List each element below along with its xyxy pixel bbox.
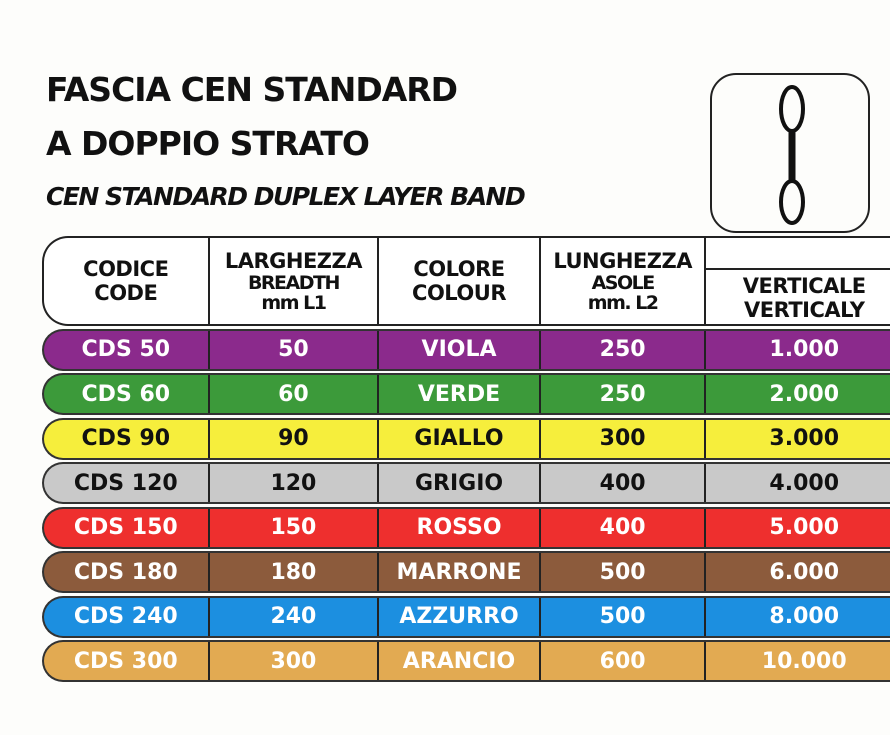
cell-code: CDS 50 [44,330,210,369]
cell-colour: MARRONE [379,553,541,591]
cell-length: 300 [541,419,707,458]
table-header: CODICE CODE LARGHEZZA BREADTH mm L1 COLORE COL… [42,236,890,326]
cell-breadth: 180 [210,553,380,591]
cell-vertical: 8.000 [769,604,840,629]
cell-breadth: 300 [210,642,380,680]
header-label: COLORE [413,257,505,281]
cell-vertical: 1.000 [769,337,840,362]
cell-code: CDS 90 [44,419,210,458]
cell-vertical: 2.000 [769,381,840,407]
cell-vertical: 3.000 [769,426,840,451]
cell-breadth: 60 [210,375,380,413]
header-label: LARGHEZZA [224,249,363,273]
table-row: CDS 150 150 ROSSO 400 5.000 [42,506,890,549]
cell-length: 250 [541,330,707,369]
cell-code: CDS 180 [44,553,210,591]
cell-code: CDS 240 [44,597,210,636]
cell-vertical: 10.000 [761,648,847,674]
header-label: COLOUR [412,281,507,305]
cell-colour: AZZURRO [379,597,541,636]
cell-vertical: 6.000 [769,559,840,585]
cell-length: 600 [541,642,707,680]
duplex-sling-with-eyes-icon [710,73,870,233]
cell-colour: ARANCIO [379,642,541,680]
table-row: CDS 60 60 VERDE 250 2.000 [42,373,890,415]
title-line-2: A DOPPIO STRATO [46,124,370,163]
header-label: CODE [94,281,158,305]
header-label: BREADTH [247,272,340,294]
header-length: LUNGHEZZA ASOLE mm. L2 [541,238,707,324]
header-unit: mm L1 [261,292,327,314]
specs-table: CODICE CODE LARGHEZZA BREADTH mm L1 COLORE COL… [42,236,890,682]
cell-code: CDS 300 [44,642,210,680]
header-label: LUNGHEZZA [553,249,692,273]
cell-breadth: 240 [210,597,380,636]
cell-colour: GIALLO [379,419,541,458]
subtitle: CEN STANDARD DUPLEX LAYER BAND [46,182,526,211]
table-row: CDS 90 90 GIALLO 300 3.000 [42,417,890,460]
cell-length: 500 [541,553,707,591]
cell-length: 400 [541,508,707,547]
cell-vertical: 4.000 [769,470,840,496]
header-label: CODICE [83,257,169,281]
table-row: CDS 180 180 MARRONE 500 6.000 [42,551,890,593]
cell-colour: GRIGIO [379,464,541,502]
header-label: VERTICALE [742,274,866,298]
table-row: CDS 240 240 AZZURRO 500 8.000 [42,595,890,638]
cell-length: 400 [541,464,707,502]
cell-colour: ROSSO [379,508,541,547]
cell-breadth: 50 [210,330,380,369]
cell-colour: VERDE [379,375,541,413]
header-colour: COLORE COLOUR [379,238,541,324]
cell-code: CDS 120 [44,464,210,502]
title-line-1: FASCIA CEN STANDARD [46,70,458,109]
table-row: CDS 50 50 VIOLA 250 1.000 [42,328,890,371]
cell-breadth: 120 [210,464,380,502]
table-row: CDS 120 120 GRIGIO 400 4.000 [42,462,890,504]
header-unit: mm. L2 [587,292,659,314]
cell-vertical: 5.000 [769,515,840,540]
cell-code: CDS 150 [44,508,210,547]
header-label: ASOLE [591,272,656,294]
cell-length: 500 [541,597,707,636]
table-row: CDS 300 300 ARANCIO 600 10.000 [42,640,890,682]
cell-breadth: 150 [210,508,380,547]
header-vertical: VERTICALE VERTICALY [706,238,890,324]
header-code: CODICE CODE [44,238,210,324]
header-breadth: LARGHEZZA BREADTH mm L1 [210,238,380,324]
cell-breadth: 90 [210,419,380,458]
header-label: VERTICALY [744,298,865,322]
cell-code: CDS 60 [44,375,210,413]
cell-length: 250 [541,375,707,413]
cell-colour: VIOLA [379,330,541,369]
